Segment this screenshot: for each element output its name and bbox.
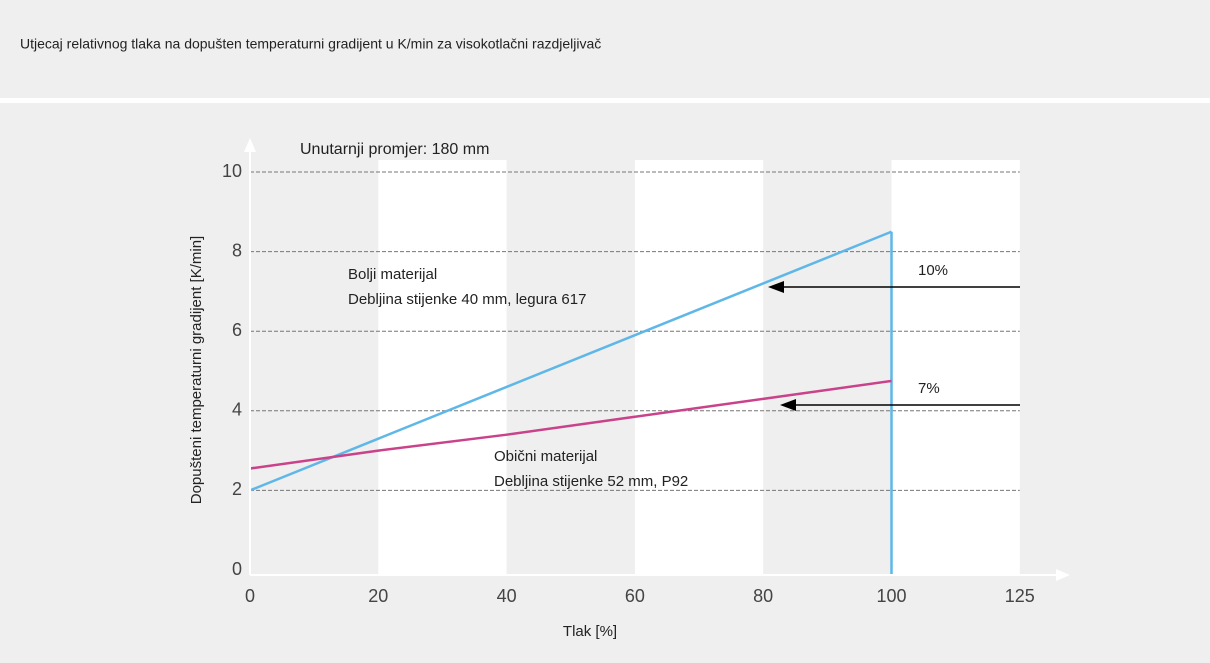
y-tick-label: 0 bbox=[232, 559, 242, 579]
chart-title: Utjecaj relativnog tlaka na dopušten tem… bbox=[20, 36, 601, 52]
series-line bbox=[249, 379, 892, 470]
background-band bbox=[378, 160, 507, 575]
y-tick-label: 8 bbox=[232, 240, 242, 260]
y-tick-label: 10 bbox=[222, 161, 242, 181]
series-line bbox=[249, 230, 892, 492]
annotation: Debljina stijenke 52 mm, P92 bbox=[494, 473, 688, 490]
y-axis-label: Dopušteni temperaturni gradijent [K/min] bbox=[188, 236, 205, 504]
annotation: Obični materijal bbox=[494, 448, 597, 465]
y-tick-label: 4 bbox=[232, 400, 242, 420]
arrow-head bbox=[768, 281, 784, 293]
x-axis-label: Tlak [%] bbox=[563, 623, 617, 640]
annotation: 7% bbox=[918, 380, 940, 397]
annotation: 10% bbox=[918, 262, 948, 279]
x-tick-label: 20 bbox=[368, 586, 388, 606]
x-tick-label: 100 bbox=[876, 586, 906, 606]
x-axis-arrow bbox=[1056, 569, 1070, 581]
annotation: Debljina stijenke 40 mm, legura 617 bbox=[348, 291, 586, 308]
chart-subtitle: Unutarnji promjer: 180 mm bbox=[300, 141, 489, 158]
background-band bbox=[891, 160, 1020, 575]
y-axis-arrow bbox=[244, 138, 256, 152]
x-tick-label: 80 bbox=[753, 586, 773, 606]
x-tick-label: 60 bbox=[625, 586, 645, 606]
x-tick-label: 0 bbox=[245, 586, 255, 606]
chart-panel bbox=[0, 103, 1210, 663]
annotation: Bolji materijal bbox=[348, 266, 437, 283]
x-tick-label: 40 bbox=[497, 586, 517, 606]
y-tick-label: 2 bbox=[232, 479, 242, 499]
background-band bbox=[634, 160, 764, 575]
x-tick-label: 125 bbox=[1005, 586, 1035, 606]
header-band bbox=[0, 0, 1210, 98]
y-tick-label: 6 bbox=[232, 320, 242, 340]
arrow-head bbox=[780, 399, 796, 411]
